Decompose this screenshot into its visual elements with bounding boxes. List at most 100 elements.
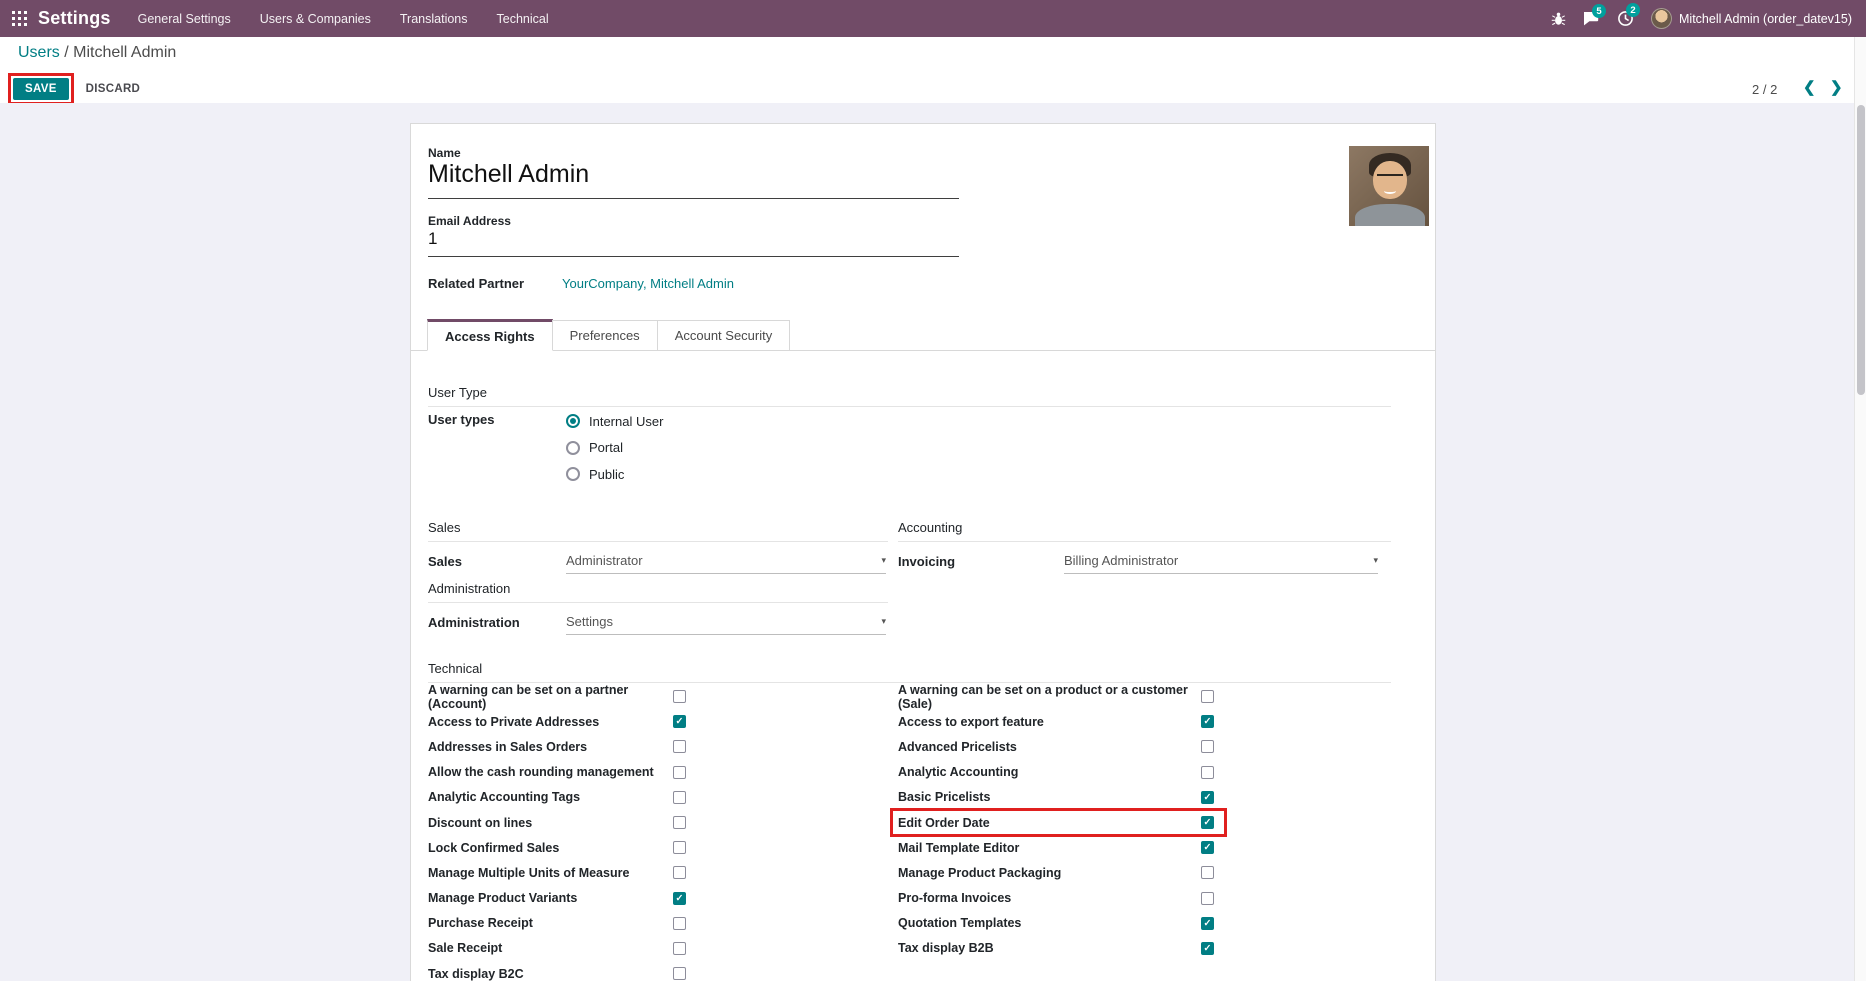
checkbox-label: Purchase Receipt: [428, 916, 533, 931]
checkbox-label: Access to Private Addresses: [428, 714, 600, 729]
technical-checkbox-row: A warning can be set on a product or a c…: [898, 683, 1214, 711]
checkbox-label: Advanced Pricelists: [898, 739, 1017, 754]
checkbox[interactable]: [1201, 816, 1214, 830]
checkbox[interactable]: [673, 841, 686, 855]
technical-checkbox-row: Manage Product Packaging: [898, 860, 1214, 885]
technical-checkbox-row: Manage Product Variants: [428, 886, 686, 911]
checkbox[interactable]: [673, 816, 686, 830]
sales-group: Sales Sales Administrator ▾: [428, 520, 888, 574]
sales-select[interactable]: Administrator ▾: [566, 553, 886, 574]
app-name[interactable]: Settings: [38, 8, 111, 28]
user-type-radio-option[interactable]: Internal User: [566, 408, 663, 435]
administration-select[interactable]: Settings ▾: [566, 614, 886, 635]
photo-glasses-shape: [1377, 174, 1403, 181]
activities-count-badge: 2: [1626, 3, 1640, 17]
pager-next-icon[interactable]: ❯: [1830, 79, 1843, 96]
checkbox[interactable]: [1201, 841, 1214, 855]
technical-checkbox-row: Access to export feature: [898, 709, 1214, 734]
checkbox-label: Basic Pricelists: [898, 790, 991, 805]
top-menu-item[interactable]: General Settings: [137, 11, 231, 26]
dropdown-caret-icon: ▾: [881, 616, 886, 626]
activities-clock-icon[interactable]: 2: [1617, 3, 1640, 27]
related-partner-link[interactable]: YourCompany, Mitchell Admin: [562, 276, 734, 291]
user-menu[interactable]: Mitchell Admin (order_datev15): [1651, 8, 1852, 29]
top-menu-item[interactable]: Technical: [496, 11, 549, 26]
notebook-tab[interactable]: Access Rights: [427, 319, 553, 351]
checkbox-label: Analytic Accounting Tags: [428, 790, 581, 805]
breadcrumb-users-link[interactable]: Users: [18, 44, 60, 61]
technical-checkbox-row: Pro-forma Invoices: [898, 886, 1214, 911]
top-menu-item[interactable]: Users & Companies: [259, 11, 371, 26]
vertical-scrollbar[interactable]: [1854, 37, 1866, 981]
top-menu-list: General Settings Users & Companies Trans…: [138, 12, 549, 26]
checkbox-label: Sale Receipt: [428, 941, 503, 956]
technical-checkbox-row: Analytic Accounting Tags: [428, 785, 686, 810]
radio-icon[interactable]: [566, 467, 580, 482]
invoicing-field-label: Invoicing: [898, 554, 956, 569]
radio-option-label: Public: [589, 466, 625, 482]
messages-count-badge: 5: [1592, 4, 1606, 18]
scrollbar-thumb[interactable]: [1857, 105, 1865, 395]
checkbox-label: Pro-forma Invoices: [898, 891, 1012, 906]
checkbox[interactable]: [1201, 740, 1214, 754]
checkbox-label: Tax display B2B: [898, 941, 994, 956]
checkbox[interactable]: [1201, 891, 1214, 905]
profile-photo[interactable]: [1349, 146, 1429, 226]
save-button[interactable]: SAVE: [13, 78, 69, 100]
checkbox[interactable]: [1201, 941, 1214, 955]
notebook-tabs: Access Rights Preferences Account Securi…: [411, 319, 1435, 351]
messages-icon[interactable]: 5: [1583, 4, 1606, 26]
checkbox-label: Tax display B2C: [428, 966, 524, 981]
radio-option-label: Internal User: [589, 413, 664, 429]
checkbox[interactable]: [673, 891, 686, 905]
checkbox[interactable]: [673, 916, 686, 930]
user-type-section-title: User Type: [428, 385, 1391, 407]
email-input[interactable]: 1: [428, 229, 959, 257]
top-menu-item[interactable]: Translations: [399, 11, 468, 26]
notebook-tab[interactable]: Account Security: [656, 320, 791, 350]
technical-checkbox-row: Edit Order Date: [890, 807, 1227, 838]
checkbox[interactable]: [673, 715, 686, 729]
checkbox[interactable]: [673, 765, 686, 779]
name-input[interactable]: Mitchell Admin: [428, 160, 959, 199]
checkbox[interactable]: [673, 790, 686, 804]
checkbox[interactable]: [673, 941, 686, 955]
checkbox-label: Mail Template Editor: [898, 840, 1020, 855]
notebook-tab[interactable]: Preferences: [551, 320, 658, 350]
top-navbar: Settings General Settings Users & Compan…: [0, 0, 1866, 37]
accounting-group: Accounting Invoicing Billing Administrat…: [898, 520, 1391, 574]
administration-section-title: Administration: [428, 581, 888, 603]
debug-bug-icon[interactable]: [1551, 11, 1566, 27]
checkbox[interactable]: [1201, 790, 1214, 804]
checkbox[interactable]: [673, 740, 686, 754]
radio-icon[interactable]: [566, 440, 580, 455]
pager-previous-icon[interactable]: ❮: [1803, 79, 1816, 96]
tab-label: Account Security: [674, 328, 773, 343]
checkbox[interactable]: [1201, 765, 1214, 779]
technical-checkbox-row: A warning can be set on a partner (Accou…: [428, 683, 686, 711]
checkbox[interactable]: [1201, 916, 1214, 930]
apps-menu-icon[interactable]: [12, 11, 27, 26]
user-type-radio-option[interactable]: Public: [566, 461, 663, 488]
radio-icon[interactable]: [566, 414, 580, 429]
invoicing-select[interactable]: Billing Administrator ▾: [1064, 553, 1378, 574]
checkbox[interactable]: [673, 967, 686, 981]
breadcrumb: Users / Mitchell Admin: [18, 44, 176, 62]
checkbox-label: Manage Product Packaging: [898, 865, 1062, 880]
sales-section-title: Sales: [428, 520, 888, 542]
checkbox[interactable]: [1201, 866, 1214, 880]
radio-option-label: Portal: [589, 440, 623, 456]
administration-field-label: Administration: [428, 615, 520, 630]
checkbox[interactable]: [673, 866, 686, 880]
checkbox-label: Allow the cash rounding management: [428, 765, 654, 780]
breadcrumb-separator: /: [59, 44, 74, 61]
user-types-label: User types: [428, 412, 495, 427]
checkbox[interactable]: [673, 690, 686, 704]
checkbox[interactable]: [1201, 715, 1214, 729]
discard-button[interactable]: DISCARD: [85, 83, 141, 95]
control-panel: Users / Mitchell Admin SAVE DISCARD 2 / …: [0, 37, 1866, 105]
breadcrumb-current: Mitchell Admin: [73, 44, 177, 61]
user-type-radio-option[interactable]: Portal: [566, 435, 663, 462]
checkbox[interactable]: [1201, 690, 1214, 704]
user-type-radio-group: Internal User Portal Public: [566, 408, 663, 488]
